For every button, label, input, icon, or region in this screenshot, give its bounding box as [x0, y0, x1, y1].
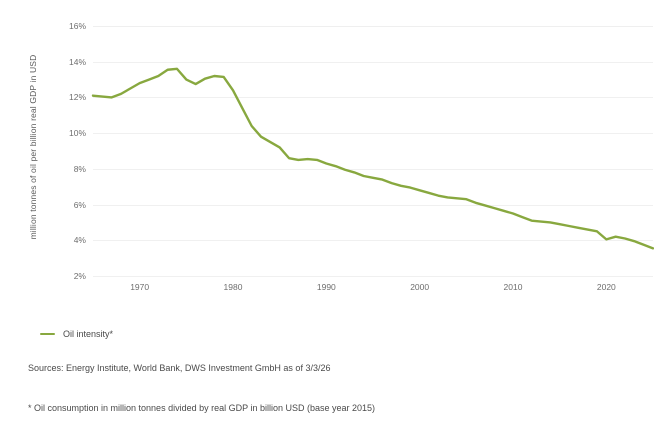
- y-tick-label: 10%: [68, 128, 86, 139]
- y-tick-label: 6%: [73, 199, 86, 210]
- gridline: [93, 240, 653, 242]
- y-tick-label: 8%: [73, 163, 86, 174]
- footnote-definition: * Oil consumption in million tonnes divi…: [28, 403, 376, 413]
- gridline: [93, 276, 653, 277]
- legend-item-label: Oil intensity*: [63, 329, 114, 339]
- y-tick-label: 14%: [68, 56, 86, 67]
- legend-color-swatch: [40, 332, 55, 336]
- x-tick-label: 1970: [130, 282, 150, 292]
- x-tick-label: 2010: [503, 282, 523, 292]
- gridline: [93, 204, 653, 206]
- y-tick-label: 16%: [68, 21, 86, 31]
- series-layer: [91, 67, 654, 250]
- gridline: [93, 61, 653, 63]
- y-tick-label: 2%: [73, 271, 86, 281]
- y-tick-label: 12%: [68, 92, 86, 103]
- x-tick-label: 1980: [223, 282, 243, 292]
- y-tick-label: 4%: [73, 235, 86, 246]
- series-line-oil-intensity: [91, 67, 654, 250]
- x-tick-label: 2020: [596, 282, 616, 292]
- plot-area: 2% 4% 6% 8% 10% 12% 14% 16% 1970 1980 1990 2000 201…: [69, 21, 654, 292]
- sources-note: Sources: Energy Institute, World Bank, D…: [28, 363, 331, 373]
- chart-plot-region: million tonnes of oil per billion real G…: [28, 21, 654, 292]
- chart-legend: Oil intensity*: [40, 329, 113, 339]
- x-tick-label: 1990: [316, 282, 336, 292]
- gridline: [93, 97, 653, 99]
- gridline: [93, 26, 653, 27]
- x-tick-label: 2000: [410, 282, 430, 292]
- gridline: [93, 133, 653, 135]
- gridline: [93, 168, 653, 170]
